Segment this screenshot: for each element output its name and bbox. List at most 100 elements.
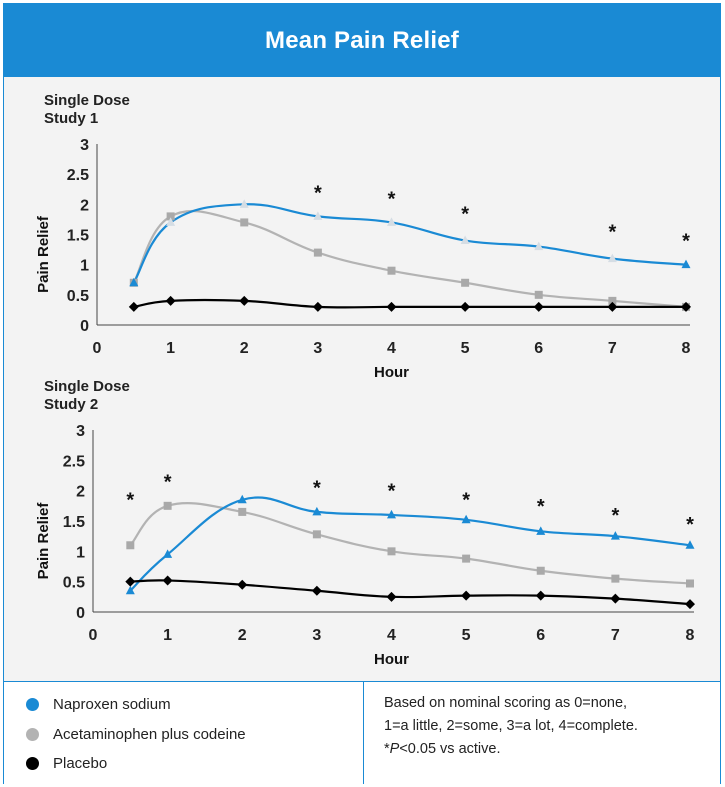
study2-point-acetaminophen [686,579,694,588]
study1-y-axis-title: Pain Relief [35,215,52,293]
study2-significance-star: * [462,490,470,512]
legend-item-acetaminophen: Acetaminophen plus codeine [26,724,246,744]
legend-label-acetaminophen: Acetaminophen plus codeine [53,725,246,743]
study2-title-line-2: Study 2 [44,396,98,413]
study2-x-tick-label: 0 [89,627,98,644]
figure-title: Mean Pain Relief [265,26,459,54]
study1-point-acetaminophen [387,266,396,275]
study2-significance-star: * [611,505,619,527]
study2-point-naproxen [312,506,322,516]
study2-point-acetaminophen [126,541,135,550]
study2-point-acetaminophen [312,530,321,539]
study1-point-naproxen [681,259,691,269]
study2-y-tick-label: 2.5 [63,453,85,470]
study2-y-tick-label: 2 [76,484,85,501]
study1-point-acetaminophen [313,248,322,257]
study1-point-placebo [128,301,139,312]
study1-point-naproxen [239,199,249,208]
study1-significance-star: * [388,188,396,210]
study2-series-line-diamond [130,579,691,606]
study2-y-tick-label: 0.5 [63,575,85,592]
study1-x-tick-label: 6 [534,340,543,357]
figure-header: Mean Pain Relief [4,4,720,77]
study2-point-naproxen [685,540,695,549]
study1-point-placebo [533,301,544,312]
study1-title-line-2: Study 1 [44,110,98,127]
study1-x-tick-label: 2 [240,340,249,357]
note-p-suffix: <0.05 vs active. [399,741,501,757]
legend: Naproxen sodium Acetaminophen plus codei… [4,682,364,784]
study2-x-tick-label: 7 [611,627,620,644]
study2-significance-star: * [313,478,321,500]
study1-point-naproxen [387,217,396,226]
study2-x-tick-label: 2 [238,627,247,644]
study1-y-tick-label: 0.5 [67,288,89,305]
study1-x-tick-label: 4 [387,340,396,357]
study2-point-acetaminophen [238,507,247,516]
study2-point-placebo [610,593,621,604]
legend-swatch-placebo [26,756,39,770]
study2-point-naproxen [461,514,471,524]
study2-significance-star: * [537,496,545,518]
study2-point-naproxen [536,526,546,535]
study1-y-tick-label: 2 [80,197,89,214]
study2-point-placebo [461,590,472,601]
legend-swatch-acetaminophen [26,727,39,741]
study2-y-tick-label: 1.5 [63,514,85,531]
study1-point-naproxen [607,253,617,263]
study1-point-naproxen [166,217,176,226]
study2-point-naproxen [610,531,620,540]
study2-y-axis-title: Pain Relief [35,502,52,580]
note-line-3: *P<0.05 vs active. [384,738,714,761]
study1-x-tick-label: 7 [608,340,617,357]
study1-point-acetaminophen [166,212,175,221]
study1-point-placebo [312,301,323,312]
study1-x-tick-label: 0 [93,340,102,357]
chart-area: Single Dose Study 1 0 0.5 1 1.5 2 2.5 3 0 1 2 3 4 5 6 7 8… [4,77,720,681]
study1-y-tick-label: 2.5 [67,167,89,184]
study2-y-tick-label: 3 [76,423,85,440]
study1-point-acetaminophen [461,278,470,287]
legend-item-naproxen: Naproxen sodium [26,694,171,714]
study2-x-tick-label: 3 [312,627,321,644]
note-asterisk: * [384,741,390,757]
study1-x-tick-label: 5 [461,340,470,357]
study2-x-tick-label: 1 [163,627,172,644]
study1-significance-star: * [608,221,616,243]
study2-point-naproxen [387,509,396,519]
study1-significance-star: * [314,182,322,204]
scoring-note: Based on nominal scoring as 0=none, 1=a … [384,692,714,761]
study1-point-acetaminophen [534,290,543,299]
legend-swatch-naproxen [26,697,39,711]
study1-point-placebo [165,295,176,306]
study2-point-naproxen [163,549,173,558]
note-p-italic: P [389,741,400,757]
study2-point-placebo [311,585,322,596]
study1-x-tick-label: 1 [166,340,175,357]
study1-y-tick-label: 3 [80,137,89,154]
study1-point-placebo [460,301,471,312]
study2-point-placebo [237,579,248,590]
note-line-1: Based on nominal scoring as 0=none, [384,695,628,711]
study1-y-tick-label: 1.5 [67,228,89,245]
study1-y-tick-label: 1 [80,258,89,275]
study2-x-axis-title: Hour [374,651,409,668]
study1-significance-star: * [682,231,690,253]
study2-significance-star: * [686,514,694,536]
study1-title-line-1: Single Dose [44,92,130,109]
study2-significance-star: * [388,481,396,503]
note-line-2: 1=a little, 2=some, 3=a lot, 4=complete. [384,718,638,734]
study1-point-placebo [681,301,691,312]
study1-x-axis-title: Hour [374,364,409,381]
study2-significance-star: * [164,472,172,494]
study2-title-line-1: Single Dose [44,378,130,395]
study1-point-acetaminophen [240,218,249,227]
study2-x-tick-label: 8 [686,627,695,644]
study2-significance-star: * [126,490,134,512]
study1-y-tick-label: 0 [80,318,89,335]
study2-point-acetaminophen [163,501,172,510]
study2-y-tick-label: 0 [76,605,85,622]
study2-point-acetaminophen [536,566,545,575]
study2-y-tick-label: 1 [76,544,85,561]
